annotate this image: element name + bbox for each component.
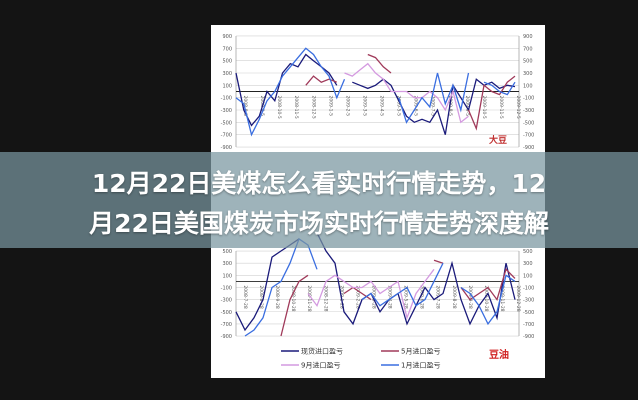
y-tick-label-left: -700 <box>221 133 232 139</box>
x-tick-label: 2009-8-28 <box>451 285 457 308</box>
series-line-5月进口盈亏 <box>305 75 338 86</box>
y-tick-label-right: 300 <box>523 71 533 77</box>
x-tick-label: 2009-9-5 <box>464 96 470 117</box>
x-tick-label: 2009-4-5 <box>379 96 385 117</box>
x-tick-label: 2009-10-5 <box>481 96 487 119</box>
y-tick-label-right: -900 <box>523 145 534 151</box>
y-tick-label-left: 100 <box>222 83 232 89</box>
x-tick-label: 2008-11-28 <box>306 285 312 311</box>
y-tick-label-right: 300 <box>523 261 533 267</box>
series-line-1月进口盈亏 <box>460 274 516 326</box>
x-tick-label: 2009-9-28 <box>467 285 473 308</box>
series-line-1月进口盈亏 <box>483 81 516 96</box>
y-tick-label-right: 100 <box>523 273 533 279</box>
chart-label: 豆油 <box>489 348 509 361</box>
y-tick-label-right: 500 <box>523 59 533 65</box>
x-tick-label: 2009-12-28 <box>515 285 521 311</box>
y-tick-label-left: -100 <box>221 285 232 291</box>
x-tick-label: 2009-5-28 <box>403 285 409 308</box>
y-tick-label-right: -100 <box>523 96 534 102</box>
y-tick-label-right: -900 <box>523 334 534 340</box>
y-tick-label-left: 300 <box>222 71 232 77</box>
y-tick-label-right: -700 <box>523 322 534 328</box>
x-tick-label: 2009-6-28 <box>419 285 425 308</box>
x-tick-label: 2009-3-5 <box>361 96 367 117</box>
x-tick-label: 2008-12-28 <box>322 285 328 311</box>
article-title-line-1: 12月22日美煤怎么看实时行情走势，12 <box>91 169 547 198</box>
y-tick-label-right: -300 <box>523 108 534 114</box>
y-tick-label-left: -900 <box>221 145 232 151</box>
x-tick-label: 2008-10-28 <box>290 285 296 311</box>
x-tick-label: 2009-6-5 <box>413 96 419 117</box>
y-tick-label-right: 700 <box>523 46 533 52</box>
y-tick-label-left: 100 <box>222 273 232 279</box>
y-tick-label-left: 300 <box>222 261 232 267</box>
series-line-5月进口盈亏 <box>467 75 516 131</box>
y-tick-label-right: -700 <box>523 133 534 139</box>
title-banner <box>0 152 638 248</box>
legend-label: 1月进口盈亏 <box>401 362 440 370</box>
series-line-9月进口盈亏 <box>307 268 435 321</box>
series-line-1月进口盈亏 <box>361 262 444 307</box>
series-line-5月进口盈亏 <box>280 274 309 337</box>
y-tick-label-left: 900 <box>222 34 232 40</box>
y-tick-label-left: 500 <box>222 249 232 255</box>
series-line-现货进口盈亏 <box>235 53 338 127</box>
x-tick-label: 2008-8-5 <box>242 96 248 117</box>
legend-label: 9月进口盈亏 <box>301 362 340 370</box>
series-line-9月进口盈亏 <box>344 62 469 124</box>
x-tick-label: 2009-11-5 <box>498 96 504 119</box>
chart-label: 大豆 <box>489 134 507 146</box>
x-tick-label: 2009-10-28 <box>483 285 489 311</box>
series-line-5月进口盈亏 <box>433 259 444 264</box>
series-line-1月进口盈亏 <box>235 47 346 137</box>
y-tick-label-right: 500 <box>523 249 533 255</box>
x-tick-label: 2008-8-28 <box>258 285 264 308</box>
x-tick-label: 2009-2-28 <box>354 285 360 308</box>
series-line-5月进口盈亏 <box>460 268 516 302</box>
legend-label: 现货进口盈亏 <box>301 347 343 356</box>
x-tick-label: 2009-1-5 <box>327 96 333 117</box>
y-tick-label-left: -100 <box>221 96 232 102</box>
y-tick-label-right: -500 <box>523 120 534 126</box>
x-tick-label: 2009-5-5 <box>396 96 402 117</box>
y-tick-label-right: -100 <box>523 285 534 291</box>
y-tick-label-left: -500 <box>221 310 232 316</box>
y-tick-label-left: -700 <box>221 322 232 328</box>
x-tick-label: 2009-2-5 <box>344 96 350 117</box>
y-tick-label-left: -300 <box>221 108 232 114</box>
x-tick-label: 2009-11-28 <box>499 285 505 311</box>
y-tick-label-right: -500 <box>523 310 534 316</box>
x-tick-label: 2008-10-5 <box>276 96 282 119</box>
x-tick-label: 2008-9-28 <box>274 285 280 308</box>
y-tick-label-left: -900 <box>221 334 232 340</box>
article-title-line-2: 月22日美国煤炭市场实时行情走势深度解 <box>89 209 549 238</box>
series-line-1月进口盈亏 <box>398 72 470 124</box>
x-tick-label: 2008-12-5 <box>310 96 316 119</box>
legend-label: 5月进口盈亏 <box>401 348 440 356</box>
y-tick-label-left: -500 <box>221 120 232 126</box>
y-tick-label-left: 500 <box>222 59 232 65</box>
chart-svg: 900 900 700 700 500 500 300 300 100 100 -100 -100 -3… <box>221 34 535 370</box>
series-line-5月进口盈亏 <box>367 53 392 74</box>
y-tick-label-left: -300 <box>221 298 232 304</box>
y-tick-label-right: 900 <box>523 34 533 40</box>
y-tick-label-right: 100 <box>523 83 533 89</box>
x-tick-label: 2009-4-28 <box>387 285 393 308</box>
y-tick-label-left: 700 <box>222 46 232 52</box>
x-tick-label: 2008-7-28 <box>242 285 248 308</box>
x-tick-label: 2009-12-5 <box>515 96 521 119</box>
y-tick-label-right: -300 <box>523 298 534 304</box>
x-tick-label: 2008-11-5 <box>293 96 299 119</box>
x-tick-label: 2009-7-5 <box>430 96 436 117</box>
